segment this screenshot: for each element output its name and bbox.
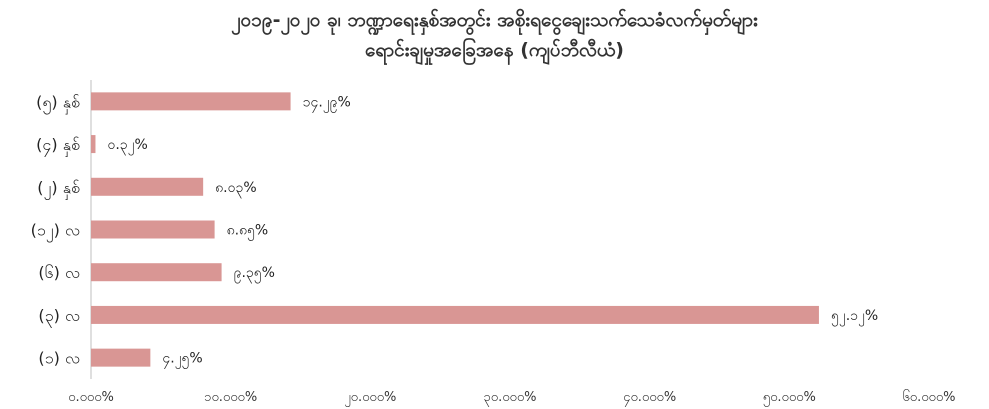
bar: [91, 263, 222, 282]
x-tick-label: ၂၀.၀၀၀%: [344, 390, 396, 407]
bar: [91, 348, 151, 367]
x-tick-label: ၀.၀၀၀%: [68, 390, 114, 405]
bar: [91, 135, 96, 154]
x-tick-label: ၁၀.၀၀၀%: [204, 390, 257, 405]
data-label: ၄.၂၅%: [162, 351, 202, 369]
x-tick-label: ၃၀.၀၀၀%: [483, 390, 536, 407]
category-label: (၆) လ: [38, 263, 80, 282]
x-tick-label: ၄၀.၀၀၀%: [623, 390, 676, 407]
bar: [91, 305, 819, 324]
x-tick-label: ၆၀.၀၀၀%: [902, 389, 955, 405]
category-label: (၁) လ: [38, 349, 80, 368]
x-tick-label: ၅၀.၀၀၀%: [763, 390, 816, 407]
category-label: (၁၂) လ: [31, 221, 80, 243]
data-label: ၈.၀၃%: [215, 180, 257, 198]
data-label: ၉.၃၅%: [234, 265, 275, 283]
category-label: (၄) နှစ်: [36, 135, 80, 157]
category-label: (၂) နှစ်: [37, 178, 80, 200]
data-label: ၈.၈၅%: [227, 223, 269, 241]
chart-title-line-2: ရောင်းချမှုအခြေအနေ (ကျပ်ဘီလီယံ): [365, 39, 624, 61]
category-label: (၅) နှစ်: [36, 92, 80, 114]
bar: [91, 92, 291, 111]
bar: [91, 220, 215, 239]
category-label: (၃) လ: [38, 306, 80, 328]
data-label: ၀.၃၂%: [107, 137, 147, 155]
data-label: ၅၂.၁၂%: [831, 308, 878, 326]
bar: [91, 177, 204, 196]
data-label: ၁၄.၂၉%: [303, 94, 351, 112]
chart-title-line-1: ၂၀၁၉-၂၀၂၀ ခု၊ ဘဏ္ဍာရေးနှစ်အတွင်း အစိုးရင…: [231, 9, 758, 31]
